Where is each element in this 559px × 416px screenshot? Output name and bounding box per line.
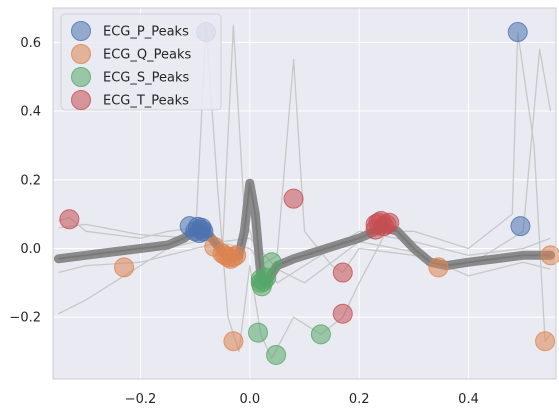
peak-point-ECG_S_Peaks-6 <box>248 322 269 343</box>
peak-point-ECG_P_Peaks-8 <box>507 22 528 43</box>
y-tick-label-2: 0.2 <box>20 173 41 188</box>
peak-point-ECG_T_Peaks-3 <box>332 303 353 324</box>
legend-marker-ECG_P_Peaks <box>71 21 91 41</box>
legend-box <box>60 13 222 111</box>
peak-point-ECG_Q_Peaks-11 <box>540 245 559 266</box>
plot-frame <box>52 7 557 380</box>
peak-point-ECG_S_Peaks-5 <box>261 252 282 273</box>
peak-point-ECG_Q_Peaks-7 <box>226 245 247 266</box>
individual-beat-trace-2 <box>58 223 551 284</box>
legend-marker-ECG_T_Peaks <box>71 90 91 110</box>
legend-label-ECG_S_Peaks: ECG_S_Peaks <box>103 71 189 86</box>
y-tick-label-0: −0.2 <box>9 311 41 326</box>
peak-point-ECG_S_Peaks-8 <box>310 324 331 345</box>
y-axis-ticks: −0.2 0.0 0.2 0.4 0.6 <box>9 36 41 326</box>
x-tick-label-0: −0.2 <box>125 392 157 407</box>
legend-marker-ECG_S_Peaks <box>71 67 91 87</box>
legend-label-ECG_T_Peaks: ECG_T_Peaks <box>103 94 189 109</box>
peak-point-ECG_P_Peaks-6 <box>191 217 212 238</box>
peak-point-ECG_T_Peaks-10 <box>379 212 400 233</box>
peak-point-ECG_Q_Peaks-8 <box>223 331 244 352</box>
peak-point-ECG_T_Peaks-0 <box>59 209 80 230</box>
peak-point-ECG_Q_Peaks-0 <box>114 257 135 278</box>
y-tick-label-4: 0.6 <box>20 36 41 51</box>
peak-point-ECG_T_Peaks-2 <box>332 262 353 283</box>
peak-point-ECG_P_Peaks-9 <box>510 216 531 237</box>
peak-point-ECG_Q_Peaks-10 <box>535 331 556 352</box>
x-tick-label-1: 0.0 <box>239 392 260 407</box>
peak-point-ECG_S_Peaks-7 <box>266 344 287 365</box>
legend-marker-ECG_Q_Peaks <box>71 44 91 64</box>
peak-point-ECG_Q_Peaks-9 <box>428 257 449 278</box>
x-tick-label-3: 0.4 <box>458 392 479 407</box>
x-tick-label-2: 0.2 <box>349 392 370 407</box>
legend: ECG_P_Peaks ECG_Q_Peaks ECG_S_Peaks ECG_T_P… <box>60 13 222 111</box>
x-axis-ticks: −0.2 0.0 0.2 0.4 <box>125 392 479 407</box>
y-tick-label-1: 0.0 <box>20 242 41 257</box>
legend-label-ECG_P_Peaks: ECG_P_Peaks <box>103 25 189 40</box>
y-tick-label-3: 0.4 <box>20 105 41 120</box>
legend-label-ECG_Q_Peaks: ECG_Q_Peaks <box>103 48 191 63</box>
peak-markers <box>59 22 559 365</box>
peak-point-ECG_T_Peaks-1 <box>283 188 304 209</box>
